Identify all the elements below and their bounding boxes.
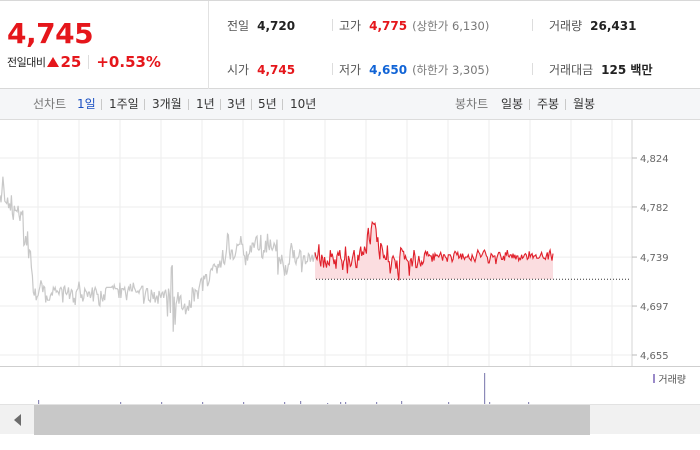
volume-bar [345, 402, 347, 405]
today-price-line [314, 220, 554, 281]
volume-bar [401, 401, 403, 405]
up-arrow-icon [47, 57, 60, 67]
volume-bar [161, 402, 163, 405]
period-1w-button[interactable]: 1주일 [109, 97, 139, 111]
volume-bar [284, 402, 286, 405]
stat-label: 전일 [227, 19, 250, 33]
stat-value: 125 백만 [601, 63, 653, 77]
volume-chart: 거래량 [0, 366, 700, 405]
y-axis-tick-label: 4,739 [640, 253, 669, 264]
today-area [315, 222, 553, 281]
stat-open: 시가 4,745 [227, 61, 295, 78]
price-box: 4,745 전일대비 25 +0.53% [0, 1, 209, 89]
price-chart-svg: 4,824 4,782 4,739 4,697 4,655 [0, 120, 669, 366]
volume-legend-label: 거래량 [658, 375, 686, 386]
volume-chart-svg [0, 373, 700, 405]
volume-bar [528, 402, 530, 405]
divider [88, 55, 90, 69]
change-value: 25 [60, 53, 82, 71]
volume-bar [38, 400, 40, 405]
divider [188, 99, 189, 110]
volume-bar [489, 402, 491, 405]
volume-bar [300, 401, 302, 405]
divider [332, 19, 333, 31]
stat-label: 시가 [227, 63, 250, 77]
stat-value: 4,745 [257, 63, 296, 77]
stat-value: 4,720 [257, 19, 296, 33]
lower-limit: (하한가 3,305) [412, 63, 490, 77]
quote-summary: 4,745 전일대비 25 +0.53% 전일 4,720 시가 4,745 고… [0, 0, 700, 89]
period-5y-button[interactable]: 5년 [258, 97, 277, 111]
volume-bar [120, 402, 122, 405]
volume-bar [376, 402, 378, 405]
period-10y-button[interactable]: 10년 [290, 97, 317, 111]
candle-daily-button[interactable]: 일봉 [501, 97, 524, 111]
stat-prev-close: 전일 4,720 [227, 17, 295, 34]
divider [251, 99, 252, 110]
candle-weekly-button[interactable]: 주봉 [537, 97, 560, 111]
divider [101, 99, 102, 110]
scroll-left-button[interactable] [0, 405, 34, 435]
stat-low: 저가 4,650 (하한가 3,305) [339, 61, 489, 78]
divider [565, 99, 566, 110]
candle-monthly-button[interactable]: 월봉 [573, 97, 596, 111]
volume-bar [484, 373, 486, 405]
price-chart: 4,824 4,782 4,739 4,697 4,655 [0, 120, 700, 366]
volume-bar [340, 402, 342, 405]
divider [282, 99, 283, 110]
stat-label: 저가 [339, 63, 362, 77]
volume-legend: 거래량 [653, 371, 686, 386]
scroll-thumb[interactable] [34, 405, 590, 435]
chart-scrollbar[interactable] [0, 404, 700, 435]
divider [332, 63, 333, 75]
volume-bar [202, 402, 204, 405]
stat-label: 거래량 [549, 19, 583, 33]
y-axis-tick-label: 4,655 [640, 351, 669, 362]
divider [144, 99, 145, 110]
divider [220, 99, 221, 110]
period-1y-button[interactable]: 1년 [196, 97, 215, 111]
volume-legend-swatch [653, 374, 656, 383]
chart-toolbar: 선차트 1일 1주일 3개월 1년 3년 5년 10년 봉차트 일봉 주봉 월봉 [0, 89, 700, 120]
previous-session-line [0, 176, 317, 332]
period-3m-button[interactable]: 3개월 [152, 97, 182, 111]
volume-bar [448, 402, 450, 405]
line-chart-label: 선차트 [33, 97, 67, 111]
stat-high: 고가 4,775 (상한가 6,130) [339, 17, 489, 34]
change-percent: +0.53% [96, 53, 161, 71]
divider [532, 63, 533, 75]
change-label: 전일대비 [7, 56, 46, 69]
candle-chart-label: 봉차트 [455, 97, 489, 111]
period-1d-button[interactable]: 1일 [77, 97, 96, 111]
period-3y-button[interactable]: 3년 [227, 97, 246, 111]
stat-volume: 거래량 26,431 [549, 17, 636, 34]
change-row: 전일대비 25 +0.53% [7, 53, 161, 71]
stat-label: 고가 [339, 19, 362, 33]
volume-bar [243, 402, 245, 405]
y-axis-tick-label: 4,697 [640, 302, 669, 313]
divider [529, 99, 530, 110]
stat-value: 4,650 [369, 63, 408, 77]
stat-label: 거래대금 [549, 63, 594, 77]
upper-limit: (상한가 6,130) [412, 19, 490, 33]
y-axis-tick-label: 4,782 [640, 203, 669, 214]
y-axis-tick-label: 4,824 [640, 154, 669, 165]
stat-trade-value: 거래대금 125 백만 [549, 61, 652, 78]
arrow-left-icon [13, 414, 21, 426]
divider [532, 19, 533, 31]
stat-value: 4,775 [369, 19, 408, 33]
stat-value: 26,431 [590, 19, 637, 33]
current-price: 4,745 [7, 17, 94, 50]
